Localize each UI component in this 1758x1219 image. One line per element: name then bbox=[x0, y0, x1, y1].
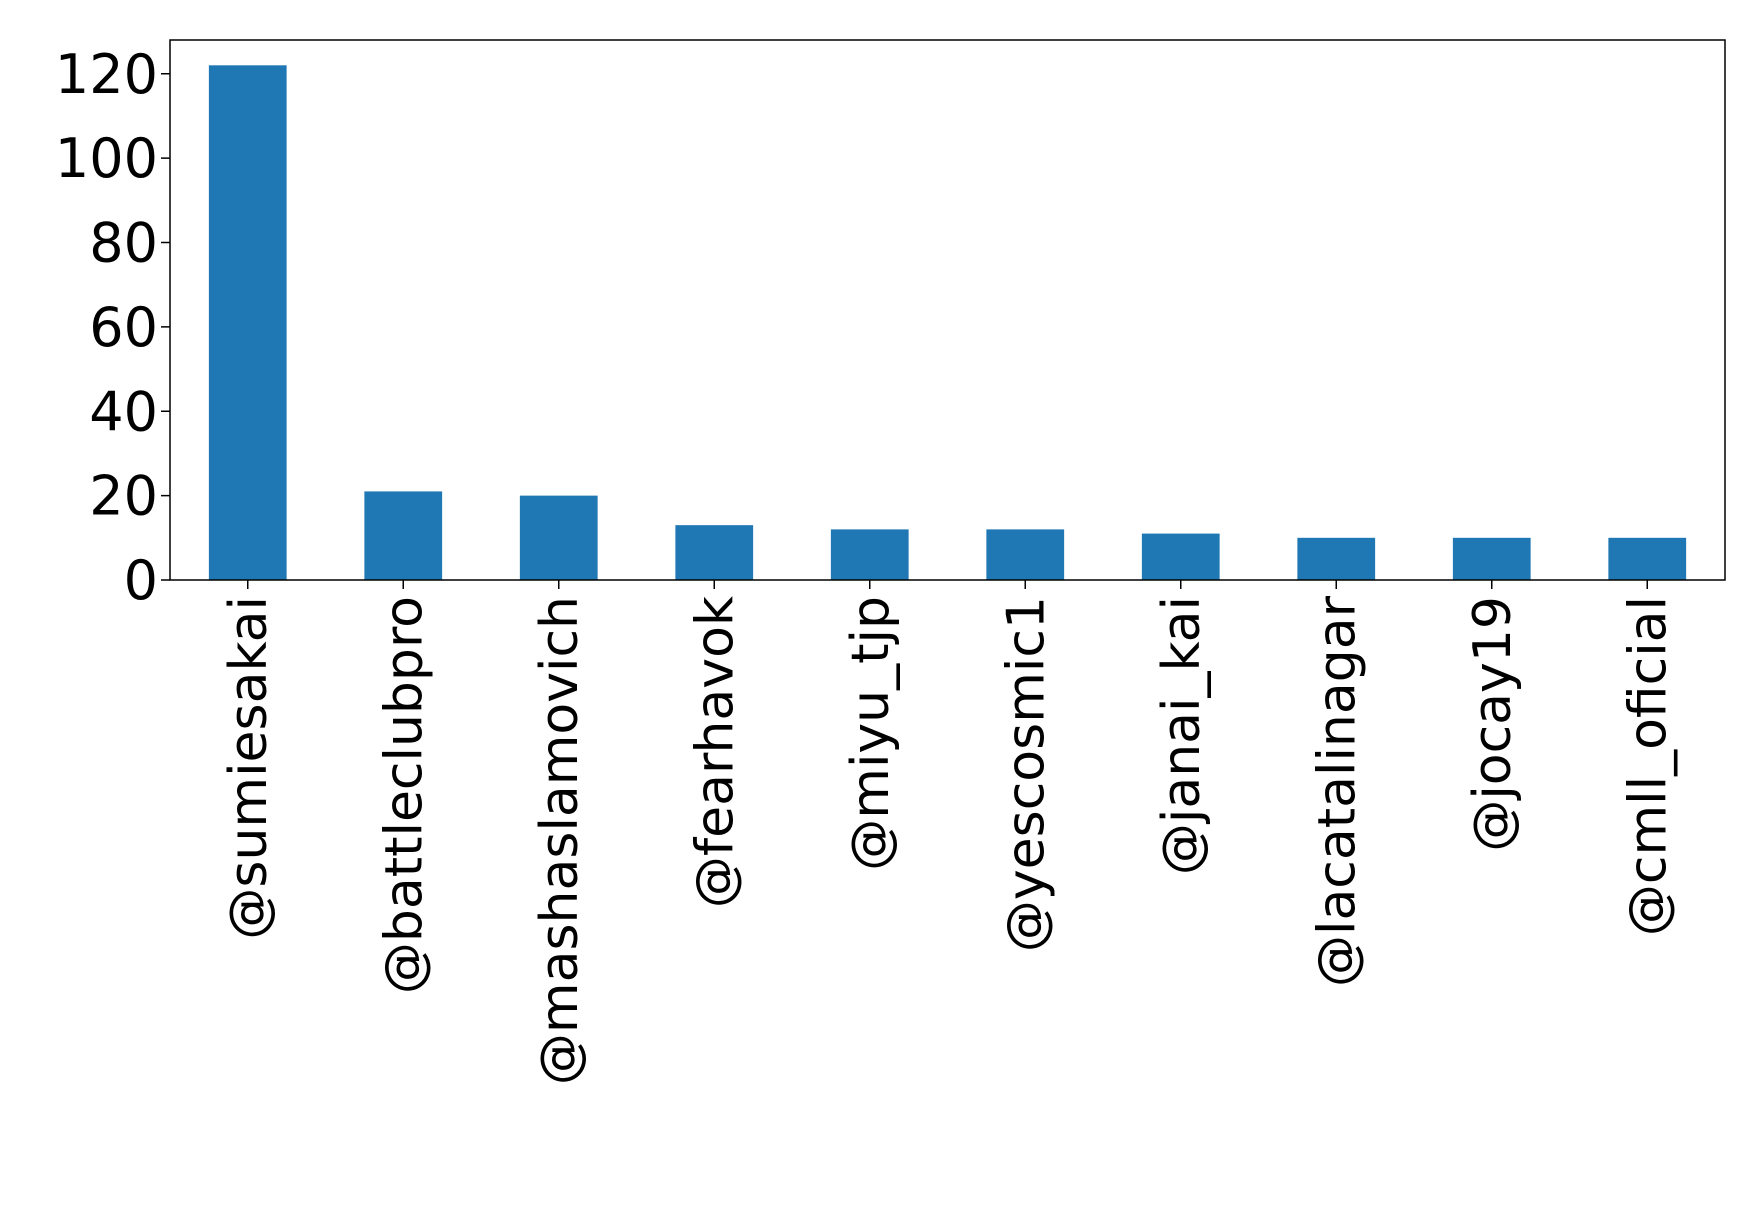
x-tick-label: @sumiesakai bbox=[219, 596, 279, 940]
x-tick-label: @cmll_oficial bbox=[1618, 596, 1678, 936]
x-tick-label: @fearhavok bbox=[685, 596, 745, 908]
x-tick-label: @yescosmic1 bbox=[996, 596, 1056, 952]
x-tick-label: @miyu_tjp bbox=[841, 596, 901, 871]
bar-4 bbox=[675, 525, 754, 580]
x-axis: @sumiesakai @battleclubpro @mashaslamovich… bbox=[219, 580, 1678, 1085]
y-tick-label: 80 bbox=[89, 212, 158, 275]
y-tick-label: 60 bbox=[89, 296, 158, 359]
x-tick-label: @janai_kai bbox=[1152, 596, 1212, 875]
y-tick-label: 40 bbox=[89, 380, 158, 443]
bar-9 bbox=[1452, 537, 1531, 580]
y-tick-label: 0 bbox=[124, 549, 158, 612]
bar-5 bbox=[830, 529, 909, 580]
bar-6 bbox=[986, 529, 1065, 580]
bar-7 bbox=[1141, 533, 1220, 580]
x-tick-label: @jocay19 bbox=[1463, 596, 1523, 852]
y-tick-label: 100 bbox=[55, 127, 158, 190]
bar-1 bbox=[208, 65, 287, 580]
y-tick-label: 120 bbox=[55, 43, 158, 106]
bar-2 bbox=[364, 491, 443, 580]
x-tick-label: @mashaslamovich bbox=[530, 596, 590, 1085]
x-tick-label: @lacatalinagar bbox=[1307, 595, 1367, 987]
bar-10 bbox=[1608, 537, 1687, 580]
bar-8 bbox=[1297, 537, 1376, 580]
y-axis: 0 20 40 60 80 100 120 bbox=[55, 43, 170, 612]
bars-layer bbox=[208, 65, 1687, 580]
y-tick-label: 20 bbox=[89, 465, 158, 528]
bar-3 bbox=[519, 495, 598, 580]
x-tick-label: @battleclubpro bbox=[374, 596, 434, 994]
plot-frame bbox=[169, 39, 1726, 581]
